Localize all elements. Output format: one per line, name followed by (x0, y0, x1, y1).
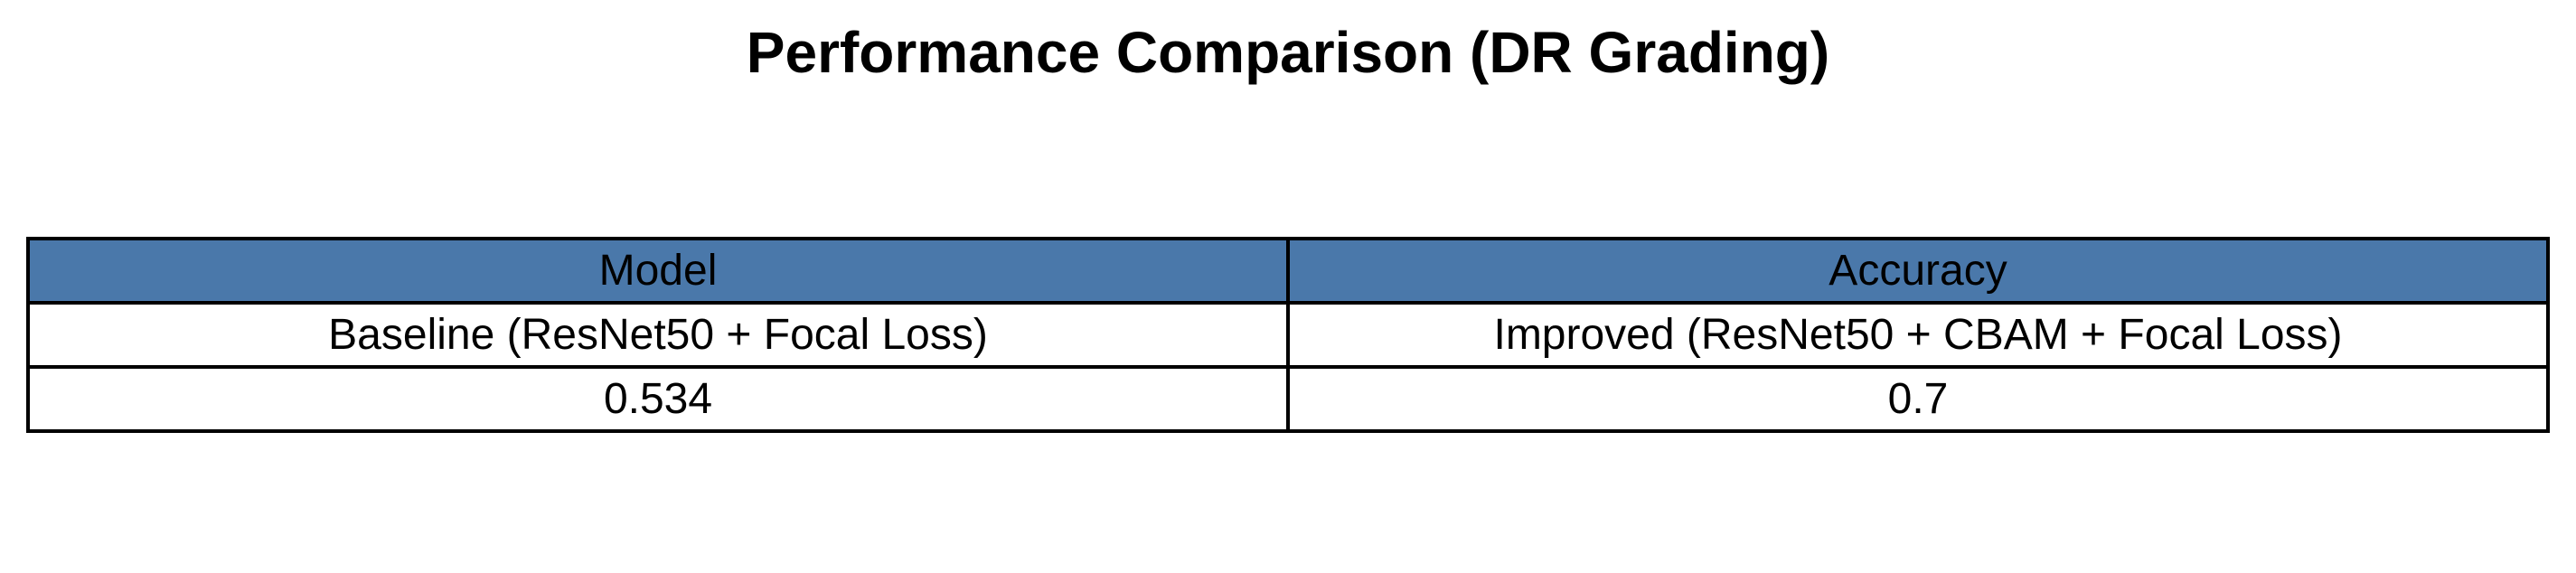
table-cell: Improved (ResNet50 + CBAM + Focal Loss) (1286, 301, 2550, 369)
column-header-accuracy: Accuracy (1286, 237, 2550, 305)
table-row: 0.534 0.7 (26, 365, 2550, 433)
performance-table: Model Accuracy Baseline (ResNet50 + Foca… (26, 237, 2550, 433)
table-cell: Baseline (ResNet50 + Focal Loss) (26, 301, 1290, 369)
table-header-row: Model Accuracy (26, 237, 2550, 305)
column-header-model: Model (26, 237, 1290, 305)
table-cell: 0.534 (26, 365, 1290, 433)
table-cell: 0.7 (1286, 365, 2550, 433)
table-row: Baseline (ResNet50 + Focal Loss) Improve… (26, 301, 2550, 369)
chart-title: Performance Comparison (DR Grading) (746, 20, 1830, 85)
performance-table-container: Model Accuracy Baseline (ResNet50 + Foca… (26, 237, 2550, 433)
